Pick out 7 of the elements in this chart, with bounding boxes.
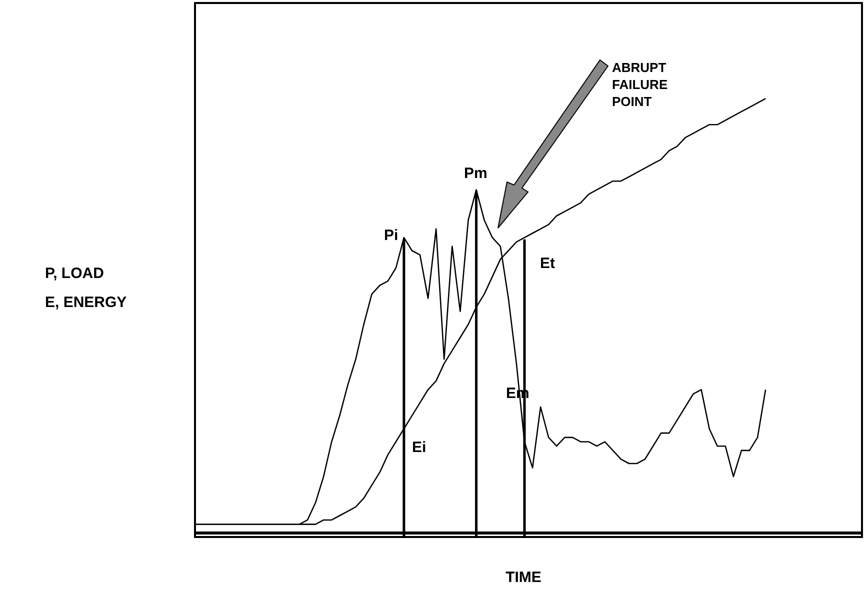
annotation: Et [540, 255, 556, 272]
annotation: ABRUPT FAILURE POINT [612, 60, 668, 109]
annotation: Ei [412, 439, 426, 456]
annotation: Pm [464, 165, 488, 182]
x-axis-title: TIME [506, 569, 542, 586]
y-axis-title: P, LOAD E, ENERGY [45, 265, 127, 311]
annotation: Pi [384, 227, 398, 244]
